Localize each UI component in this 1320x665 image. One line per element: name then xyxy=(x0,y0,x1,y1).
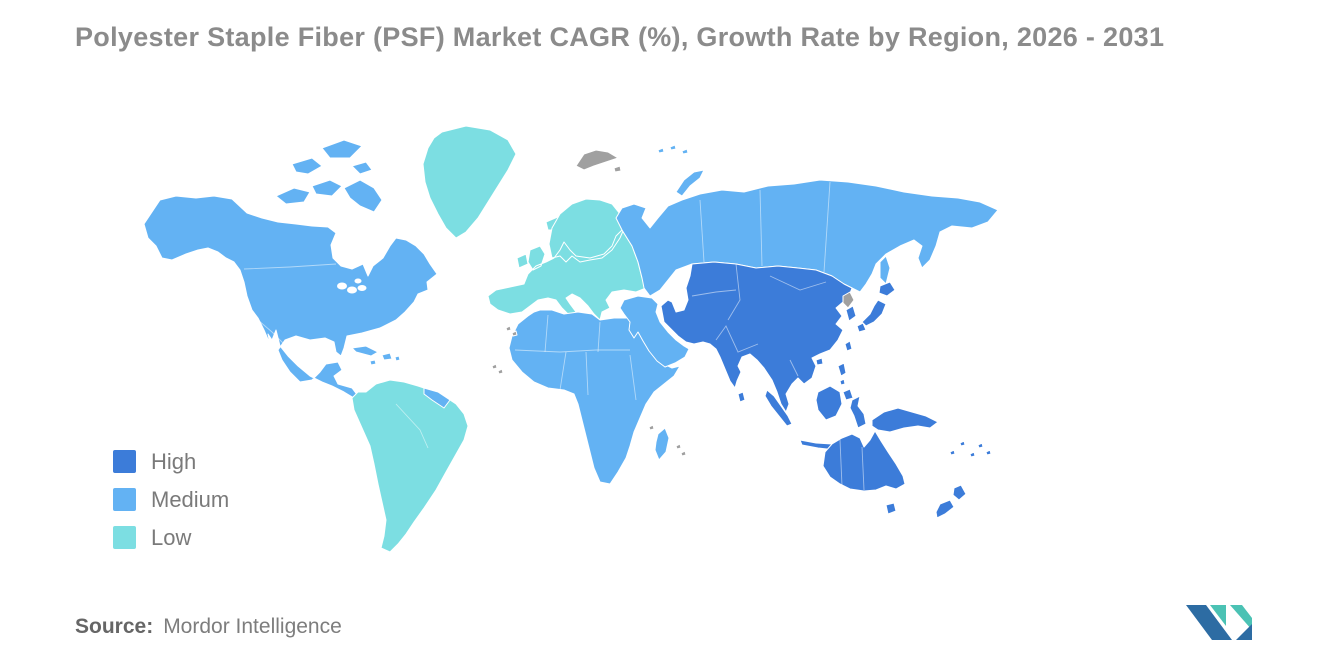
region-tasmania[interactable] xyxy=(885,502,897,515)
region-philippines[interactable] xyxy=(837,362,854,401)
country-borders xyxy=(243,181,865,491)
region-new-zealand[interactable] xyxy=(935,484,967,519)
legend-swatch-medium xyxy=(113,488,136,511)
chart-title: Polyester Staple Fiber (PSF) Market CAGR… xyxy=(75,22,1165,52)
legend-item-medium[interactable]: Medium xyxy=(113,488,229,511)
region-hainan[interactable] xyxy=(815,357,824,366)
region-madagascar[interactable] xyxy=(654,427,670,461)
region-indian-ocean-islands[interactable] xyxy=(648,424,687,457)
region-svalbard[interactable] xyxy=(575,149,622,173)
region-borneo[interactable] xyxy=(815,385,843,421)
region-greenland[interactable] xyxy=(422,125,517,239)
region-sakhalin[interactable] xyxy=(879,255,891,285)
region-australia[interactable] xyxy=(822,430,906,492)
legend: High Medium Low xyxy=(113,450,229,564)
region-middle-east[interactable] xyxy=(619,295,690,368)
region-arctic-islands[interactable] xyxy=(275,139,383,213)
region-sumatra[interactable] xyxy=(764,389,793,427)
region-sri-lanka[interactable] xyxy=(737,391,746,403)
region-atlantic-islands[interactable] xyxy=(491,325,518,375)
legend-item-high[interactable]: High xyxy=(113,450,229,473)
region-taiwan[interactable] xyxy=(844,340,853,352)
region-oceania-islands[interactable] xyxy=(949,440,992,458)
legend-label-high: High xyxy=(151,449,197,474)
source-value: Mordor Intelligence xyxy=(163,615,342,638)
source-line: Source: Mordor Intelligence xyxy=(75,615,342,639)
region-north-america[interactable] xyxy=(143,195,438,409)
legend-label-medium: Medium xyxy=(151,487,230,512)
region-caribbean[interactable] xyxy=(351,345,401,366)
great-lakes xyxy=(337,278,367,294)
region-south-america[interactable] xyxy=(351,379,469,553)
region-japan[interactable] xyxy=(856,281,896,333)
mordor-intelligence-logo xyxy=(1186,605,1252,640)
region-novaya-zemlya[interactable] xyxy=(675,169,705,197)
legend-item-low[interactable]: Low xyxy=(113,526,229,549)
region-north-korea[interactable] xyxy=(842,291,855,309)
region-guianas[interactable] xyxy=(423,387,451,409)
region-south-korea[interactable] xyxy=(845,305,857,322)
region-new-guinea[interactable] xyxy=(871,407,939,433)
legend-swatch-high xyxy=(113,450,136,473)
legend-swatch-low xyxy=(113,526,136,549)
region-franz-josef[interactable] xyxy=(657,144,689,155)
legend-label-low: Low xyxy=(151,525,192,550)
region-sulawesi[interactable] xyxy=(849,395,867,429)
source-label: Source: xyxy=(75,615,154,638)
